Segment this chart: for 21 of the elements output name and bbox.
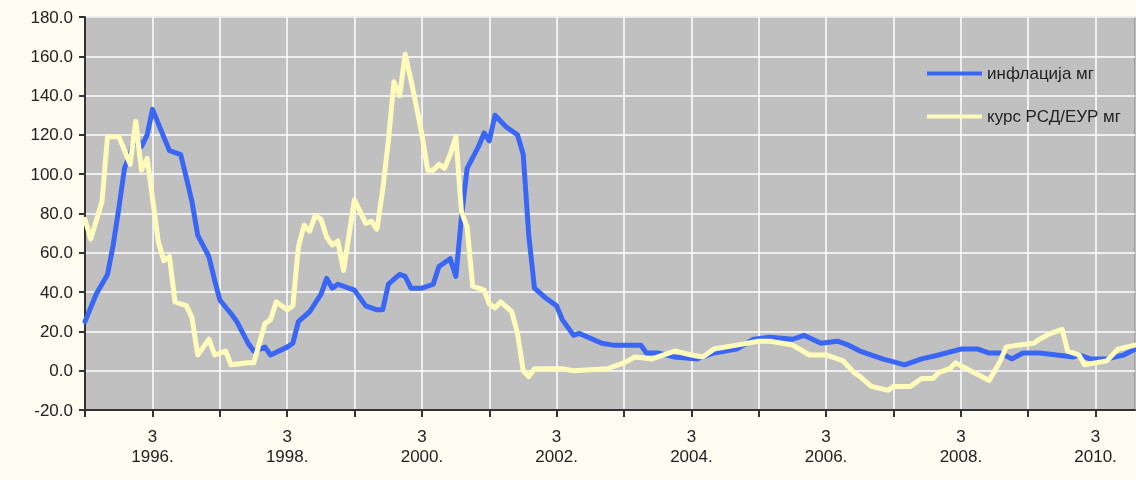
x-tick-label: 3 2002. xyxy=(535,426,578,466)
x-tick-label: 3 2010. xyxy=(1074,426,1117,466)
y-tick-label: -20.0 xyxy=(34,400,73,420)
x-tick-label: 3 2004. xyxy=(670,426,713,466)
x-tick-label: 3 2008. xyxy=(939,426,983,466)
x-tick-label: 3 1998. xyxy=(265,426,309,466)
y-tick-label: 120.0 xyxy=(30,125,73,145)
y-tick-label: 100.0 xyxy=(30,164,73,184)
y-tick-label: 20.0 xyxy=(39,321,73,341)
legend-label: курс РСД/ЕУР мг xyxy=(987,107,1122,126)
x-tick-label: 3 1996. xyxy=(131,426,174,466)
x-tick-label: 3 2006. xyxy=(804,426,848,466)
y-tick-label: 60.0 xyxy=(39,243,73,263)
y-tick-label: 80.0 xyxy=(39,204,73,223)
y-tick-label: 180.0 xyxy=(30,7,73,27)
y-tick-label: 40.0 xyxy=(39,282,73,302)
y-tick-label: 140.0 xyxy=(30,86,73,106)
y-tick-label: 160.0 xyxy=(30,46,73,66)
y-tick-label: 0.0 xyxy=(49,361,73,381)
legend-label: инфлација мг xyxy=(987,64,1094,83)
x-tick-label: 3 2000. xyxy=(400,426,444,466)
